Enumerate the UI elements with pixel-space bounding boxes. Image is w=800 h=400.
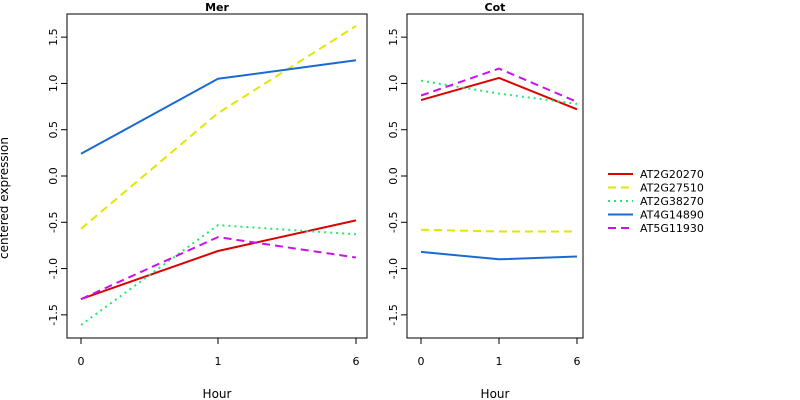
series-line-at2g38270 [420,79,578,105]
y-tick-label: -1.5 [387,304,400,325]
legend-label: AT2G38270 [640,195,704,208]
series-line-at5g11930 [80,236,357,301]
y-tick-label: 1.0 [387,75,400,93]
x-axis-label: Hour [203,387,232,400]
y-tick-label: -0.5 [47,212,60,233]
legend-label: AT2G20270 [640,168,704,181]
series-line-at2g20270 [420,76,578,111]
y-tick-label: 0.5 [387,121,400,139]
y-tick-label: 1.5 [387,28,400,46]
panel-title: Cot [485,1,506,14]
plot-frame [66,13,368,339]
series-line-at2g20270 [80,219,357,301]
y-tick-label: 0.0 [47,167,60,185]
x-tick-label: 0 [78,355,85,368]
y-tick-label: -0.5 [387,212,400,233]
y-tick-label: 0.5 [47,121,60,139]
series-line-at5g11930 [420,67,578,103]
x-axis-label: Hour [481,387,510,400]
series-line-at4g14890 [420,250,578,261]
x-tick-label: 6 [353,355,360,368]
series-line-at2g27510 [80,25,357,230]
x-tick-label: 6 [574,355,581,368]
y-tick-label: -1.5 [47,304,60,325]
plot-frame [406,13,584,339]
x-tick-label: 0 [418,355,425,368]
panel-mer: Mer -1.5 -1.0 -0.5 0.0 0.5 1.0 1.5 0 1 6 Hour [47,1,368,400]
panel-cot: Cot -1.5 -1.0 -0.5 0.0 0.5 1.0 1.5 0 1 6 Hour [387,1,584,400]
series-line-at2g38270 [80,224,357,326]
legend-label: AT4G14890 [640,209,704,222]
legend: AT2G20270AT2G27510AT2G38270AT4G14890AT5G… [608,168,704,235]
x-tick-label: 1 [215,355,222,368]
legend-label: AT2G27510 [640,182,704,195]
panel-title: Mer [205,1,229,14]
series-line-at4g14890 [80,59,357,155]
y-tick-label: 1.5 [47,28,60,46]
y-tick-label: 0.0 [387,167,400,185]
y-tick-label: 1.0 [47,75,60,93]
x-tick-label: 1 [496,355,503,368]
y-axis-label: centered expression [0,137,11,259]
y-tick-label: -1.0 [387,258,400,279]
series-line-at2g27510 [420,228,577,233]
legend-label: AT5G11930 [640,222,704,235]
y-tick-label: -1.0 [47,258,60,279]
